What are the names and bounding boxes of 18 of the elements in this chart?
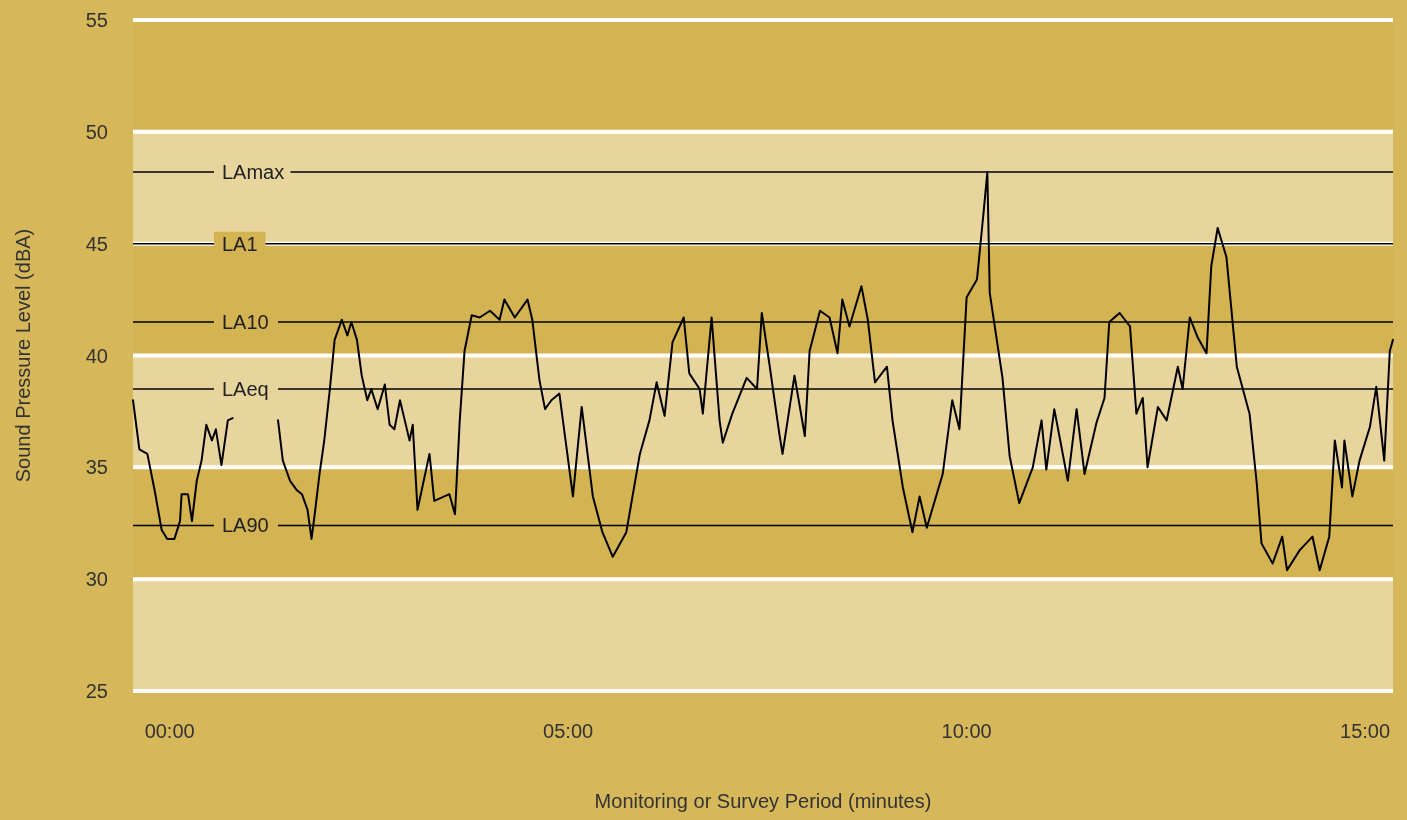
x-tick-label: 00:00 [144, 720, 195, 742]
ref-line-label: LAmax [222, 161, 285, 184]
x-tick-label: 10:00 [941, 720, 992, 742]
y-tick-label: 30 [85, 568, 108, 591]
x-tick-label: 15:00 [1340, 720, 1391, 742]
ref-line-label: LA10 [222, 310, 269, 333]
y-tick-label: 25 [85, 680, 108, 702]
y-axis-title: Sound Pressure Level (dBA) [12, 228, 34, 483]
y-tick-label: 50 [85, 120, 108, 143]
ref-line-label: LA90 [222, 514, 269, 537]
x-tick-label: 05:00 [543, 720, 594, 742]
y-tick-label: 55 [85, 9, 108, 31]
y-tick-label: 40 [85, 344, 108, 367]
y-tick-label: 35 [85, 456, 108, 479]
ref-line-label: LA1 [222, 232, 258, 255]
ref-line-label: LAeq [222, 378, 269, 401]
y-tick-label: 45 [85, 232, 108, 255]
x-axis-title: Monitoring or Survey Period (minutes) [594, 790, 932, 812]
